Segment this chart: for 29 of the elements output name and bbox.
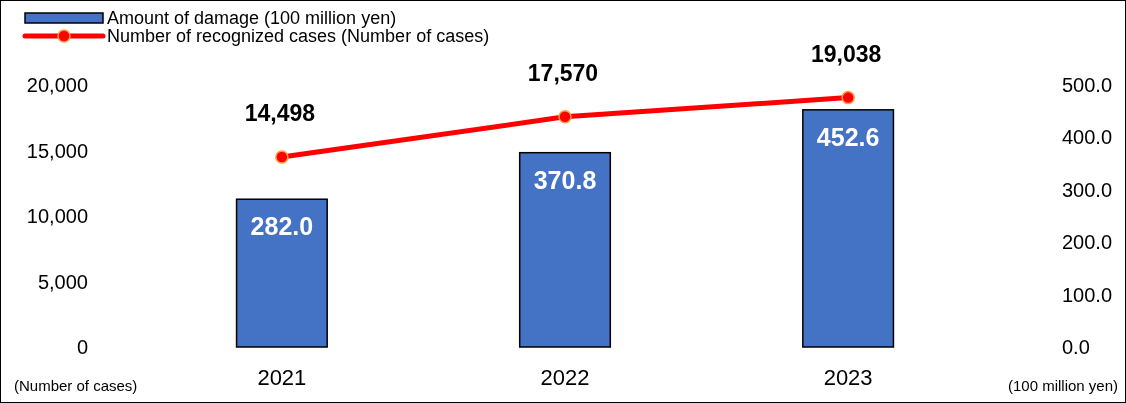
y2-tick-label: 300.0	[1062, 178, 1113, 201]
y2-tick-label: 0.0	[1062, 336, 1090, 358]
data-label: 17,570	[527, 59, 599, 86]
y2-tick-label: 400.0	[1062, 126, 1113, 149]
bar	[235, 198, 328, 348]
data-label: 282.0	[250, 212, 314, 241]
bar	[518, 151, 612, 348]
y-tick-label: 15,000	[26, 139, 88, 162]
y-tick-label: 5,000	[37, 270, 88, 293]
y2-tick-label: 200.0	[1062, 231, 1113, 254]
x-tick-label: 2023	[823, 365, 873, 390]
data-label: 452.6	[816, 122, 880, 151]
y2-axis-title: (100 million yen)	[1007, 377, 1118, 394]
y2-tick-label: 100.0	[1062, 283, 1113, 306]
data-label: 19,038	[810, 40, 882, 67]
bar	[802, 109, 895, 348]
point	[275, 150, 289, 164]
y-axis-title: (Number of cases)	[14, 377, 138, 394]
x-tick-label: 2022	[540, 365, 590, 390]
y-tick-label: 20,000	[26, 74, 88, 96]
y2-tick-label: 500.0	[1062, 74, 1113, 96]
y-tick-label: 10,000	[26, 205, 88, 227]
data-label: 14,498	[244, 100, 316, 127]
y-tick-label: 0	[76, 336, 88, 358]
data-label: 370.8	[533, 165, 597, 194]
legend-label: Amount of damage (100 million yen)	[107, 8, 397, 29]
point	[841, 90, 855, 105]
point	[558, 110, 572, 124]
x-tick-label: 2021	[257, 365, 307, 390]
